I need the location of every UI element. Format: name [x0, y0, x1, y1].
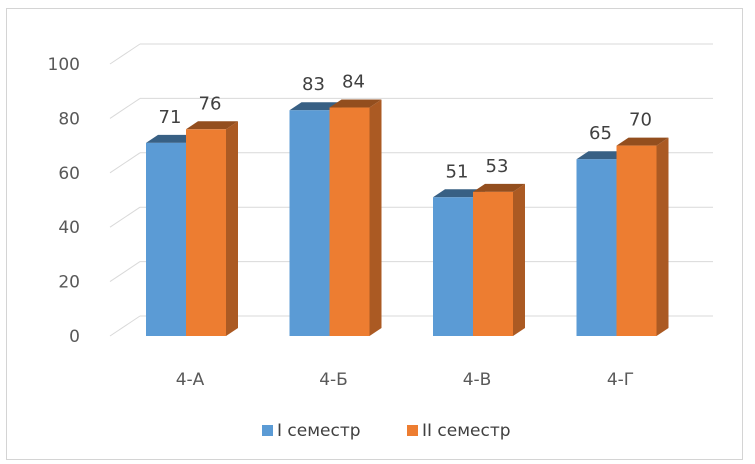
bar [289, 110, 330, 337]
legend-label: І семестр [277, 421, 361, 441]
bar-top [433, 189, 485, 198]
data-label: 83 [302, 74, 325, 95]
x-tick-label: 4-Г [607, 370, 634, 390]
bar [146, 142, 186, 336]
legend-label: ІІ семестр [422, 421, 511, 441]
bar [616, 145, 657, 336]
gridline-depth [109, 206, 141, 228]
y-tick-label: 80 [58, 109, 80, 129]
legend-swatch [407, 425, 418, 436]
bar-top [616, 137, 669, 146]
x-tick-label: 4-Б [319, 370, 348, 390]
bar [576, 159, 617, 336]
y-tick-label: 20 [58, 273, 80, 293]
bar-side [226, 121, 238, 336]
data-label: 76 [199, 93, 222, 114]
bar-top [329, 99, 382, 108]
bar [433, 197, 473, 336]
bar-top [289, 102, 342, 111]
y-tick-label: 60 [58, 164, 80, 184]
gridline-depth [109, 261, 141, 283]
y-tick-label: 100 [48, 55, 80, 75]
bar-top [473, 183, 525, 192]
bar-side [656, 137, 669, 336]
legend-swatch [262, 425, 273, 436]
bar-top [576, 151, 629, 160]
gridline-depth [109, 43, 141, 65]
x-tick-label: 4-А [176, 370, 205, 390]
bar-side [513, 183, 525, 336]
data-label: 70 [629, 110, 652, 131]
data-label: 84 [342, 72, 365, 93]
data-label: 53 [486, 156, 509, 177]
bar-top [186, 121, 238, 130]
data-label: 65 [589, 123, 612, 144]
y-tick-label: 0 [69, 327, 80, 347]
bar-top [146, 134, 198, 143]
data-label: 71 [159, 107, 182, 128]
bar-side [369, 99, 382, 337]
bar [329, 107, 370, 337]
gridline-depth [109, 315, 141, 337]
gridline-depth [109, 152, 141, 174]
y-tick-label: 40 [58, 218, 80, 238]
bar [473, 191, 513, 336]
gridline-depth [109, 97, 141, 119]
bar [186, 129, 226, 336]
x-tick-label: 4-В [463, 370, 492, 390]
data-label: 51 [446, 161, 469, 182]
